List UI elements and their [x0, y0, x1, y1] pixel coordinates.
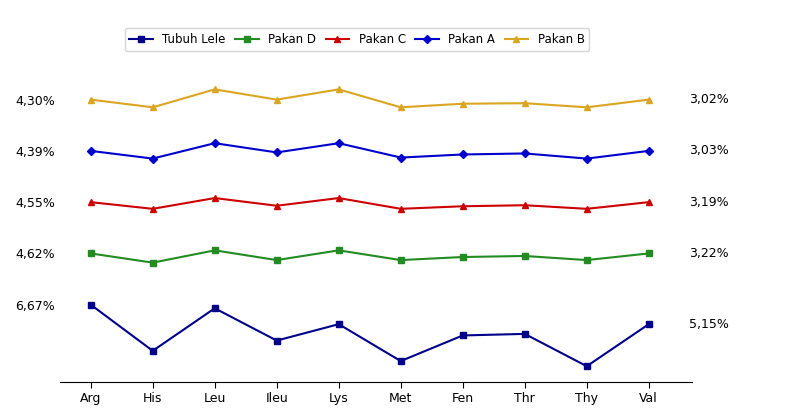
Tubuh Lele	[210, 306, 219, 311]
Pakan D	[582, 257, 591, 262]
Pakan A	[582, 156, 591, 161]
Pakan D	[210, 248, 219, 253]
Pakan A	[644, 148, 654, 153]
Text: 3,22%: 3,22%	[689, 247, 729, 260]
Pakan A	[458, 152, 467, 157]
Pakan C	[396, 206, 406, 211]
Line: Tubuh Lele: Tubuh Lele	[88, 302, 652, 369]
Pakan C	[148, 206, 158, 211]
Pakan A	[86, 148, 95, 153]
Pakan C	[520, 203, 530, 208]
Tubuh Lele	[396, 359, 406, 364]
Pakan C	[334, 196, 343, 201]
Tubuh Lele	[148, 348, 158, 353]
Tubuh Lele	[644, 322, 654, 327]
Pakan B	[520, 101, 530, 106]
Pakan A	[210, 141, 219, 146]
Pakan A	[148, 156, 158, 161]
Tubuh Lele	[520, 331, 530, 336]
Tubuh Lele	[334, 322, 343, 327]
Tubuh Lele	[458, 333, 467, 338]
Pakan B	[148, 105, 158, 110]
Pakan B	[644, 97, 654, 102]
Line: Pakan B: Pakan B	[88, 86, 652, 110]
Pakan D	[86, 251, 95, 256]
Text: 5,15%: 5,15%	[689, 318, 729, 331]
Pakan D	[396, 257, 406, 262]
Line: Pakan D: Pakan D	[88, 247, 652, 266]
Pakan B	[210, 87, 219, 92]
Pakan C	[644, 200, 654, 205]
Line: Pakan A: Pakan A	[88, 140, 652, 162]
Pakan D	[148, 260, 158, 265]
Pakan C	[210, 196, 219, 201]
Pakan C	[272, 203, 282, 208]
Pakan D	[458, 255, 467, 260]
Pakan B	[396, 105, 406, 110]
Legend: Tubuh Lele, Pakan D, Pakan C, Pakan A, Pakan B: Tubuh Lele, Pakan D, Pakan C, Pakan A, P…	[125, 28, 590, 51]
Pakan D	[520, 253, 530, 258]
Pakan A	[334, 141, 343, 146]
Pakan C	[458, 204, 467, 209]
Tubuh Lele	[86, 302, 95, 307]
Pakan D	[272, 257, 282, 262]
Pakan A	[396, 155, 406, 160]
Pakan C	[582, 206, 591, 211]
Text: 3,03%: 3,03%	[689, 144, 729, 158]
Pakan B	[582, 105, 591, 110]
Text: 3,19%: 3,19%	[689, 196, 729, 209]
Line: Pakan C: Pakan C	[88, 195, 652, 212]
Pakan B	[458, 101, 467, 106]
Pakan D	[644, 251, 654, 256]
Pakan B	[86, 97, 95, 102]
Tubuh Lele	[272, 338, 282, 343]
Pakan B	[334, 87, 343, 92]
Pakan C	[86, 200, 95, 205]
Pakan A	[272, 150, 282, 155]
Tubuh Lele	[582, 364, 591, 369]
Pakan B	[272, 97, 282, 102]
Text: 3,02%: 3,02%	[689, 93, 729, 106]
Pakan D	[334, 248, 343, 253]
Pakan A	[520, 151, 530, 156]
